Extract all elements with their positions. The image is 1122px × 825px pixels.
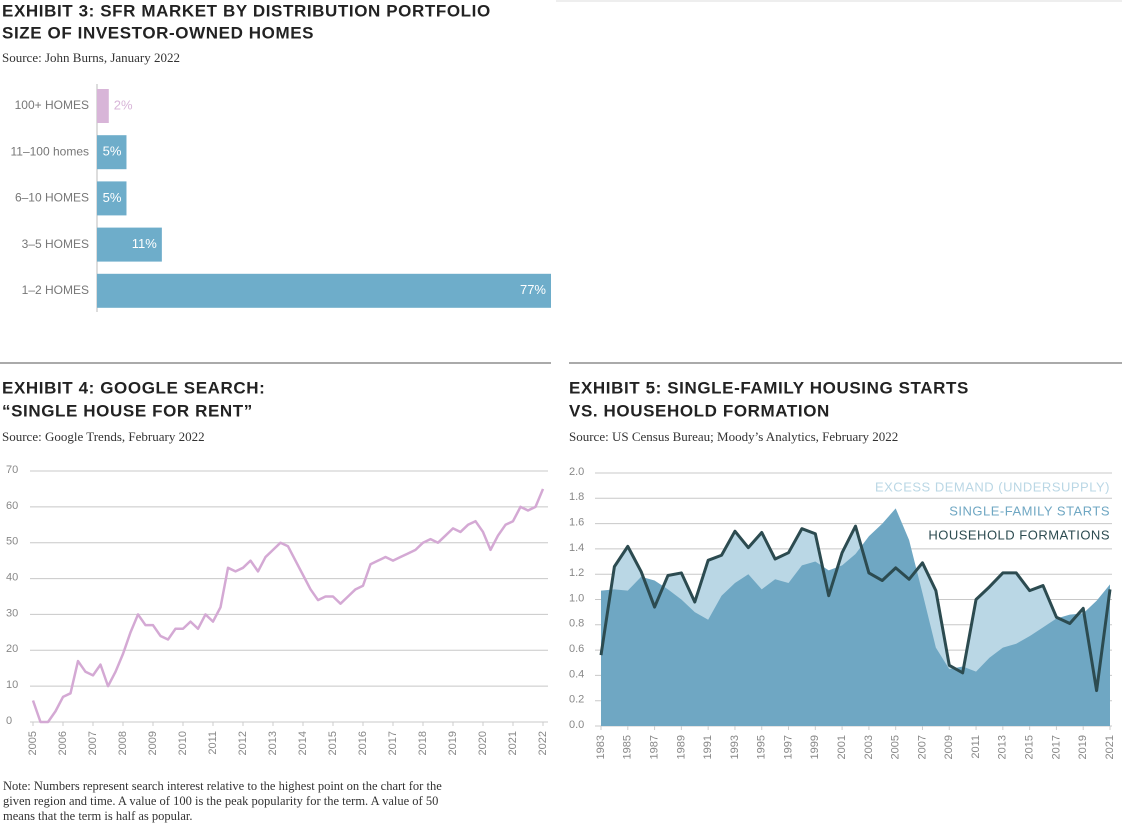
bar	[97, 227, 162, 262]
x-tick-label: 1985	[622, 735, 634, 759]
chart-title: EXHIBIT 3: SFR MARKET BY DISTRIBUTION PO…	[2, 1, 491, 20]
x-tick-label: 2001	[836, 735, 848, 759]
y-tick-label: 0.0	[569, 719, 584, 731]
x-tick-label: 2014	[297, 731, 309, 755]
x-tick-label: 2008	[117, 731, 129, 755]
chart-title: EXHIBIT 5: SINGLE-FAMILY HOUSING STARTS	[569, 378, 969, 397]
chart-source: Source: John Burns, January 2022	[2, 50, 180, 65]
y-tick-label: 1.8	[569, 491, 584, 503]
x-tick-label: 1993	[729, 735, 741, 759]
bar	[97, 273, 551, 308]
category-label: 3–5 HOMES	[22, 237, 89, 251]
category-label: 100+ HOMES	[15, 98, 89, 112]
y-tick-label: 1.2	[569, 567, 584, 579]
x-tick-label: 2020	[477, 731, 489, 755]
x-tick-label: 2003	[863, 735, 875, 759]
x-tick-label: 2017	[1050, 735, 1062, 759]
data-line	[31, 488, 545, 724]
value-label: 5%	[103, 144, 122, 159]
bar	[97, 89, 109, 123]
bar	[97, 135, 127, 170]
x-tick-label: 1991	[702, 735, 714, 759]
x-tick-label: 2012	[237, 731, 249, 755]
note: given region and time. A value of 100 is…	[3, 794, 438, 808]
x-tick-label: 1987	[648, 735, 660, 759]
x-tick-label: 2016	[357, 731, 369, 755]
chart-source: Source: Google Trends, February 2022	[2, 429, 205, 444]
bar	[97, 181, 127, 216]
x-tick-label: 2019	[447, 731, 459, 755]
x-tick-label: 2018	[417, 731, 429, 755]
y-tick-label: 0.8	[569, 618, 584, 630]
data-area	[601, 508, 1110, 726]
y-tick-label: 70	[6, 464, 18, 476]
x-tick-label: 2013	[267, 731, 279, 755]
x-tick-label: 2022	[537, 731, 549, 755]
category-label: 1–2 HOMES	[22, 283, 89, 297]
note: means that the term is half as popular.	[3, 809, 193, 823]
y-tick-label: 20	[6, 643, 18, 655]
y-tick-label: 30	[6, 607, 18, 619]
y-tick-label: 0.6	[569, 643, 584, 655]
x-tick-label: 1983	[595, 735, 607, 759]
y-tick-label: 1.6	[569, 517, 584, 529]
chart-title: VS. HOUSEHOLD FORMATION	[569, 401, 830, 420]
x-tick-label: 1989	[675, 735, 687, 759]
chart-title: EXHIBIT 4: GOOGLE SEARCH:	[2, 378, 265, 397]
y-tick-label: 0.4	[569, 668, 584, 680]
x-tick-label: 2015	[1024, 735, 1036, 759]
x-tick-label: 2010	[177, 731, 189, 755]
x-tick-label: 2021	[507, 731, 519, 755]
x-tick-label: 2005	[27, 731, 39, 755]
y-tick-label: 0.2	[569, 694, 584, 706]
x-tick-label: 1995	[756, 735, 768, 759]
x-tick-label: 2011	[970, 735, 982, 759]
y-tick-label: 40	[6, 571, 18, 583]
legend-entry: SINGLE-FAMILY STARTS	[949, 503, 1110, 518]
x-tick-label: 2009	[147, 731, 159, 755]
x-tick-label: 2019	[1077, 735, 1089, 759]
legend-entry: HOUSEHOLD FORMATIONS	[928, 527, 1110, 542]
category-label: 6–10 HOMES	[15, 191, 89, 205]
x-tick-label: 2013	[997, 735, 1009, 759]
x-tick-label: 2021	[1104, 735, 1116, 759]
x-tick-label: 2017	[387, 731, 399, 755]
category-label: 11–100 homes	[10, 144, 89, 158]
x-tick-label: 2007	[916, 735, 928, 759]
y-tick-label: 2.0	[569, 466, 584, 478]
x-tick-label: 1997	[782, 735, 794, 759]
y-tick-label: 0	[6, 715, 12, 727]
x-tick-label: 2007	[87, 731, 99, 755]
x-tick-label: 1999	[809, 735, 821, 759]
x-tick-label: 2006	[57, 731, 69, 755]
value-label: 11%	[132, 236, 157, 251]
y-tick-label: 50	[6, 536, 18, 548]
value-label: 2%	[114, 97, 133, 112]
chart-source: Source: US Census Bureau; Moody’s Analyt…	[569, 429, 898, 444]
x-tick-label: 2011	[207, 731, 219, 755]
note: Note: Numbers represent search interest …	[3, 779, 442, 793]
y-tick-label: 1.4	[569, 542, 584, 554]
value-label: 5%	[103, 190, 122, 205]
data-line	[599, 524, 1112, 693]
y-tick-label: 10	[6, 679, 18, 691]
x-tick-label: 2005	[890, 735, 902, 759]
y-tick-label: 1.0	[569, 592, 584, 604]
legend-entry: EXCESS DEMAND (UNDERSUPPLY)	[875, 479, 1110, 494]
x-tick-label: 2009	[943, 735, 955, 759]
chart-title: SIZE OF INVESTOR-OWNED HOMES	[2, 23, 314, 42]
value-label: 77%	[520, 282, 546, 297]
chart-title: “SINGLE HOUSE FOR RENT”	[2, 401, 253, 420]
x-tick-label: 2015	[327, 731, 339, 755]
y-tick-label: 60	[6, 500, 18, 512]
